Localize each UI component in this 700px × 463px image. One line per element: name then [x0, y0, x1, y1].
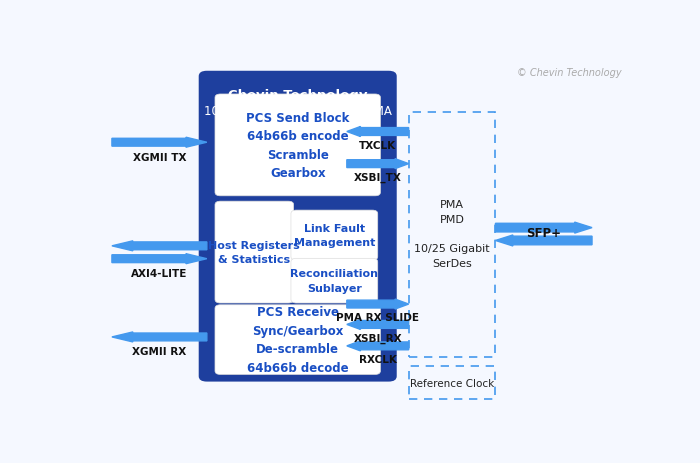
- FancyArrow shape: [346, 159, 409, 169]
- Text: TXCLK: TXCLK: [359, 140, 396, 150]
- FancyBboxPatch shape: [215, 95, 381, 196]
- Text: 10& 25Gbit/s Ethernet PCS/PMA: 10& 25Gbit/s Ethernet PCS/PMA: [204, 104, 392, 117]
- Bar: [409, 113, 496, 357]
- FancyBboxPatch shape: [291, 211, 378, 261]
- FancyBboxPatch shape: [215, 202, 294, 303]
- Text: PCS Send Block
64b66b encode
Scramble
Gearbox: PCS Send Block 64b66b encode Scramble Ge…: [246, 112, 349, 180]
- FancyBboxPatch shape: [215, 305, 381, 375]
- Text: PMA RX SLIDE: PMA RX SLIDE: [336, 313, 419, 323]
- FancyArrow shape: [112, 241, 207, 251]
- FancyArrow shape: [346, 127, 409, 137]
- FancyArrow shape: [112, 138, 206, 148]
- FancyArrow shape: [346, 300, 409, 309]
- FancyArrow shape: [496, 223, 592, 234]
- Text: Reconciliation
Sublayer: Reconciliation Sublayer: [290, 269, 378, 293]
- Text: XGMII TX: XGMII TX: [132, 152, 186, 162]
- Text: XGMII RX: XGMII RX: [132, 346, 186, 357]
- Text: RXCLK: RXCLK: [359, 354, 397, 364]
- Text: PMA
PMD

10/25 Gigabit
SerDes: PMA PMD 10/25 Gigabit SerDes: [414, 199, 490, 269]
- FancyArrow shape: [112, 254, 206, 264]
- Text: Reference Clock: Reference Clock: [410, 378, 494, 388]
- FancyBboxPatch shape: [291, 259, 378, 303]
- Text: SFP+: SFP+: [526, 226, 561, 239]
- Text: PCS Receive
Sync/Gearbox
De-scramble
64b66b decode: PCS Receive Sync/Gearbox De-scramble 64b…: [247, 306, 349, 374]
- Text: XSBI_RX: XSBI_RX: [354, 333, 402, 343]
- Text: Chevin Technology: Chevin Technology: [228, 89, 368, 102]
- Text: © Chevin Technology: © Chevin Technology: [517, 68, 622, 78]
- Text: Link Fault
Management: Link Fault Management: [294, 224, 375, 248]
- Text: Host Registers
& Statistics: Host Registers & Statistics: [209, 240, 300, 265]
- Bar: [409, 366, 496, 400]
- FancyArrow shape: [346, 320, 409, 330]
- FancyArrow shape: [346, 341, 409, 351]
- FancyBboxPatch shape: [199, 72, 397, 382]
- Text: AXI4-LITE: AXI4-LITE: [131, 269, 188, 278]
- FancyArrow shape: [496, 236, 592, 246]
- FancyArrow shape: [112, 332, 207, 342]
- Text: XSBI_TX: XSBI_TX: [354, 173, 402, 183]
